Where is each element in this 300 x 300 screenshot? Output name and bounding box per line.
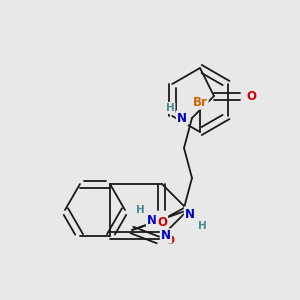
Text: H: H	[198, 221, 206, 231]
Text: O: O	[246, 89, 256, 103]
Text: Br: Br	[193, 95, 207, 109]
Text: N: N	[147, 214, 157, 226]
Text: H: H	[166, 103, 174, 113]
Text: N: N	[185, 208, 195, 220]
Text: O: O	[164, 233, 174, 247]
Text: O: O	[157, 215, 167, 229]
Text: N: N	[161, 230, 171, 242]
Text: N: N	[177, 112, 187, 124]
Text: H: H	[136, 205, 144, 215]
